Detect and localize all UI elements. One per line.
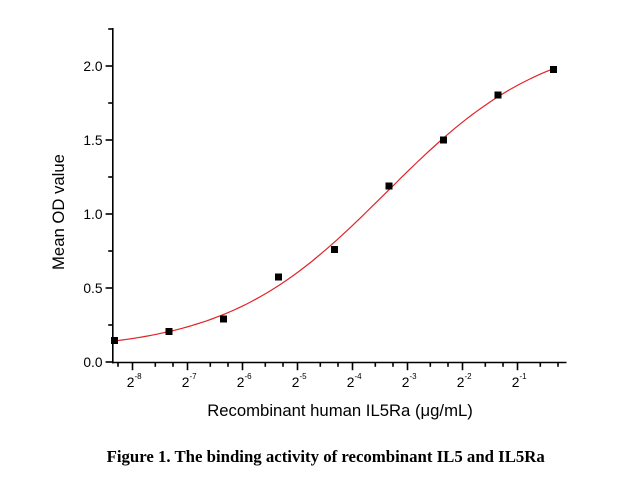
svg-text:1.0: 1.0 [83,207,103,222]
svg-text:2-1: 2-1 [512,372,527,390]
svg-text:2-2: 2-2 [457,372,472,390]
svg-text:2-3: 2-3 [402,372,417,390]
svg-text:2-7: 2-7 [182,372,197,390]
svg-text:0.0: 0.0 [83,355,103,370]
svg-text:2.0: 2.0 [83,59,103,74]
svg-text:Figure 1. The binding activity: Figure 1. The binding activity of recomb… [107,447,546,466]
svg-text:2-4: 2-4 [347,372,362,390]
svg-text:2-6: 2-6 [237,372,252,390]
svg-text:1.5: 1.5 [83,133,103,148]
svg-text:Recombinant human IL5Ra (μg/mL: Recombinant human IL5Ra (μg/mL) [207,401,473,420]
svg-text:2-5: 2-5 [292,372,307,390]
svg-text:Mean OD value: Mean OD value [49,154,68,270]
svg-text:2-8: 2-8 [127,372,142,390]
svg-text:0.5: 0.5 [83,281,103,296]
